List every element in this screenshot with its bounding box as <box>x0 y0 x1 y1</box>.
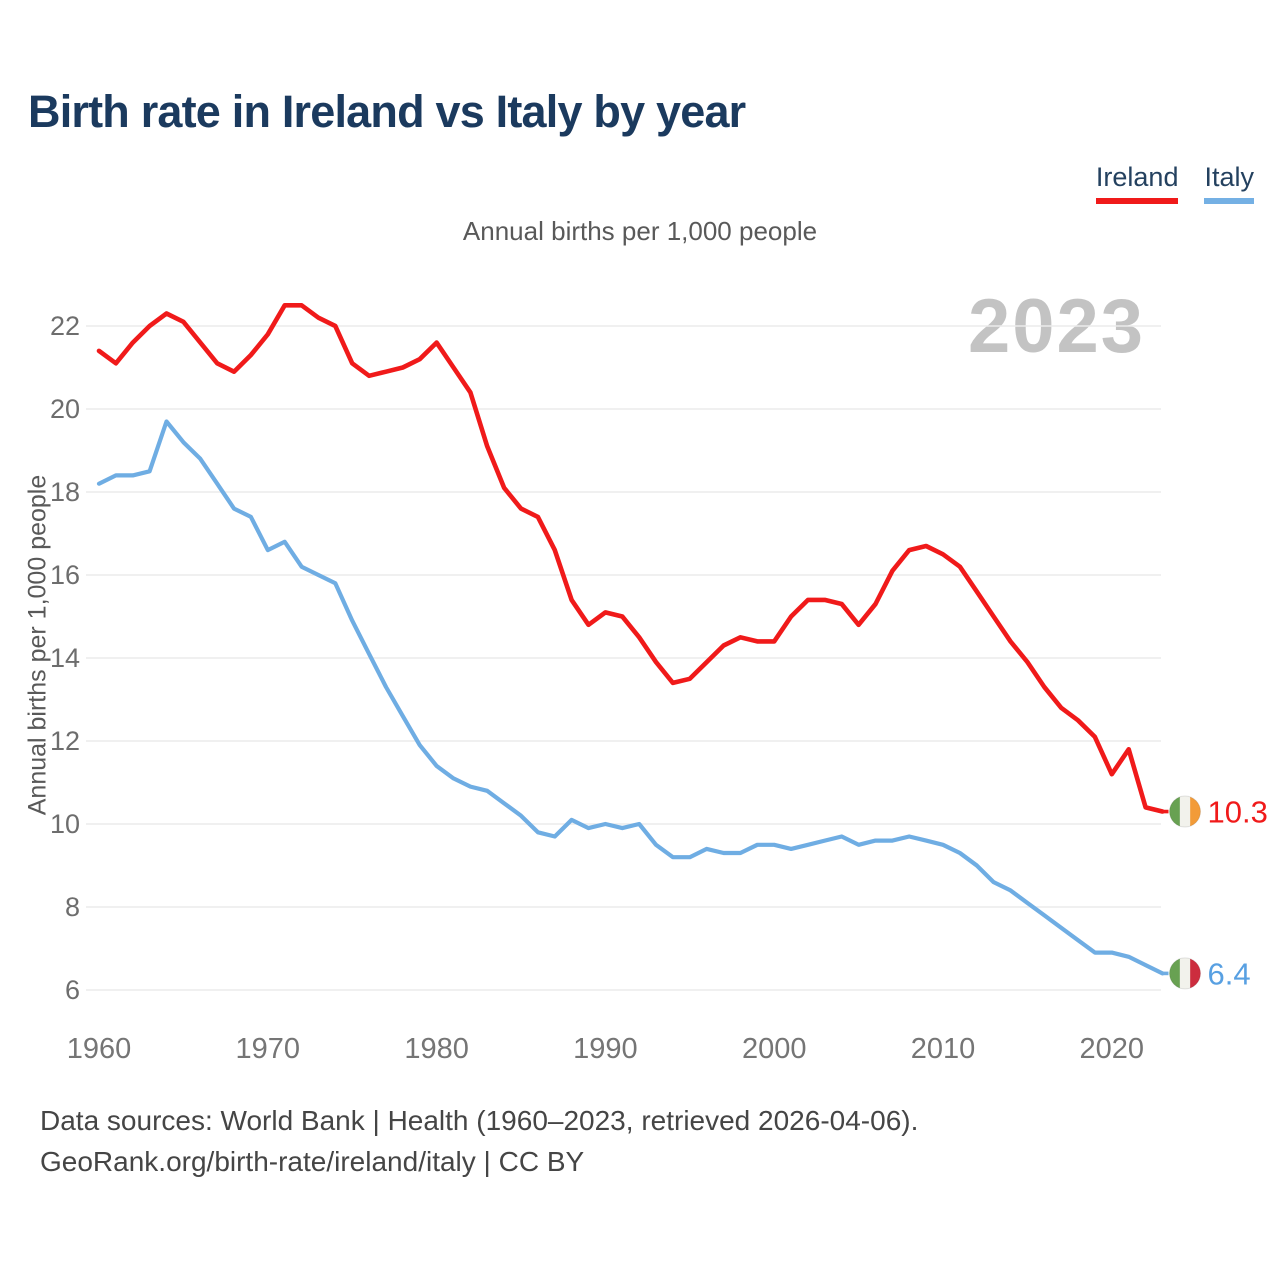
x-tick-label: 1990 <box>573 1033 638 1065</box>
footer: Data sources: World Bank | Health (1960–… <box>40 1100 918 1182</box>
page-title: Birth rate in Ireland vs Italy by year <box>28 86 746 137</box>
x-tick-label: 1980 <box>404 1033 469 1065</box>
footer-attribution: GeoRank.org/birth-rate/ireland/italy | C… <box>40 1146 585 1177</box>
legend: Ireland Italy <box>1095 162 1254 204</box>
chart-subtitle: Annual births per 1,000 people <box>462 216 818 246</box>
ireland-flag <box>1169 796 1201 828</box>
x-tick-label: 1960 <box>67 1033 132 1065</box>
italy-end-value: 6.4 <box>1208 956 1251 991</box>
italy-line <box>96 419 1165 976</box>
x-tick-label: 1970 <box>236 1033 301 1065</box>
y-tick-label: 12 <box>50 726 80 756</box>
x-tick-label: 2010 <box>911 1033 976 1065</box>
y-tick-label: 8 <box>65 892 80 922</box>
legend-item-ireland[interactable]: Ireland <box>1095 162 1179 204</box>
x-tick-label: 2020 <box>1080 1033 1145 1065</box>
legend-item-italy[interactable]: Italy <box>1204 162 1254 204</box>
y-tick-label: 10 <box>50 809 80 839</box>
x-tick-label: 2000 <box>742 1033 807 1065</box>
y-tick-label: 14 <box>50 643 80 673</box>
y-tick-label: 22 <box>50 311 80 341</box>
italy-flag-ring <box>1169 957 1201 990</box>
ireland-end-value: 10.3 <box>1208 795 1268 830</box>
y-tick-label: 6 <box>65 975 80 1005</box>
y-tick-label: 16 <box>50 560 80 590</box>
footer-sources: Data sources: World Bank | Health (1960–… <box>40 1105 919 1136</box>
y-tick-label: 20 <box>50 394 80 424</box>
y-tick-label: 18 <box>50 477 80 507</box>
ireland-line <box>96 302 1165 814</box>
italy-flag <box>1169 957 1201 989</box>
ireland-flag-ring <box>1169 795 1201 828</box>
